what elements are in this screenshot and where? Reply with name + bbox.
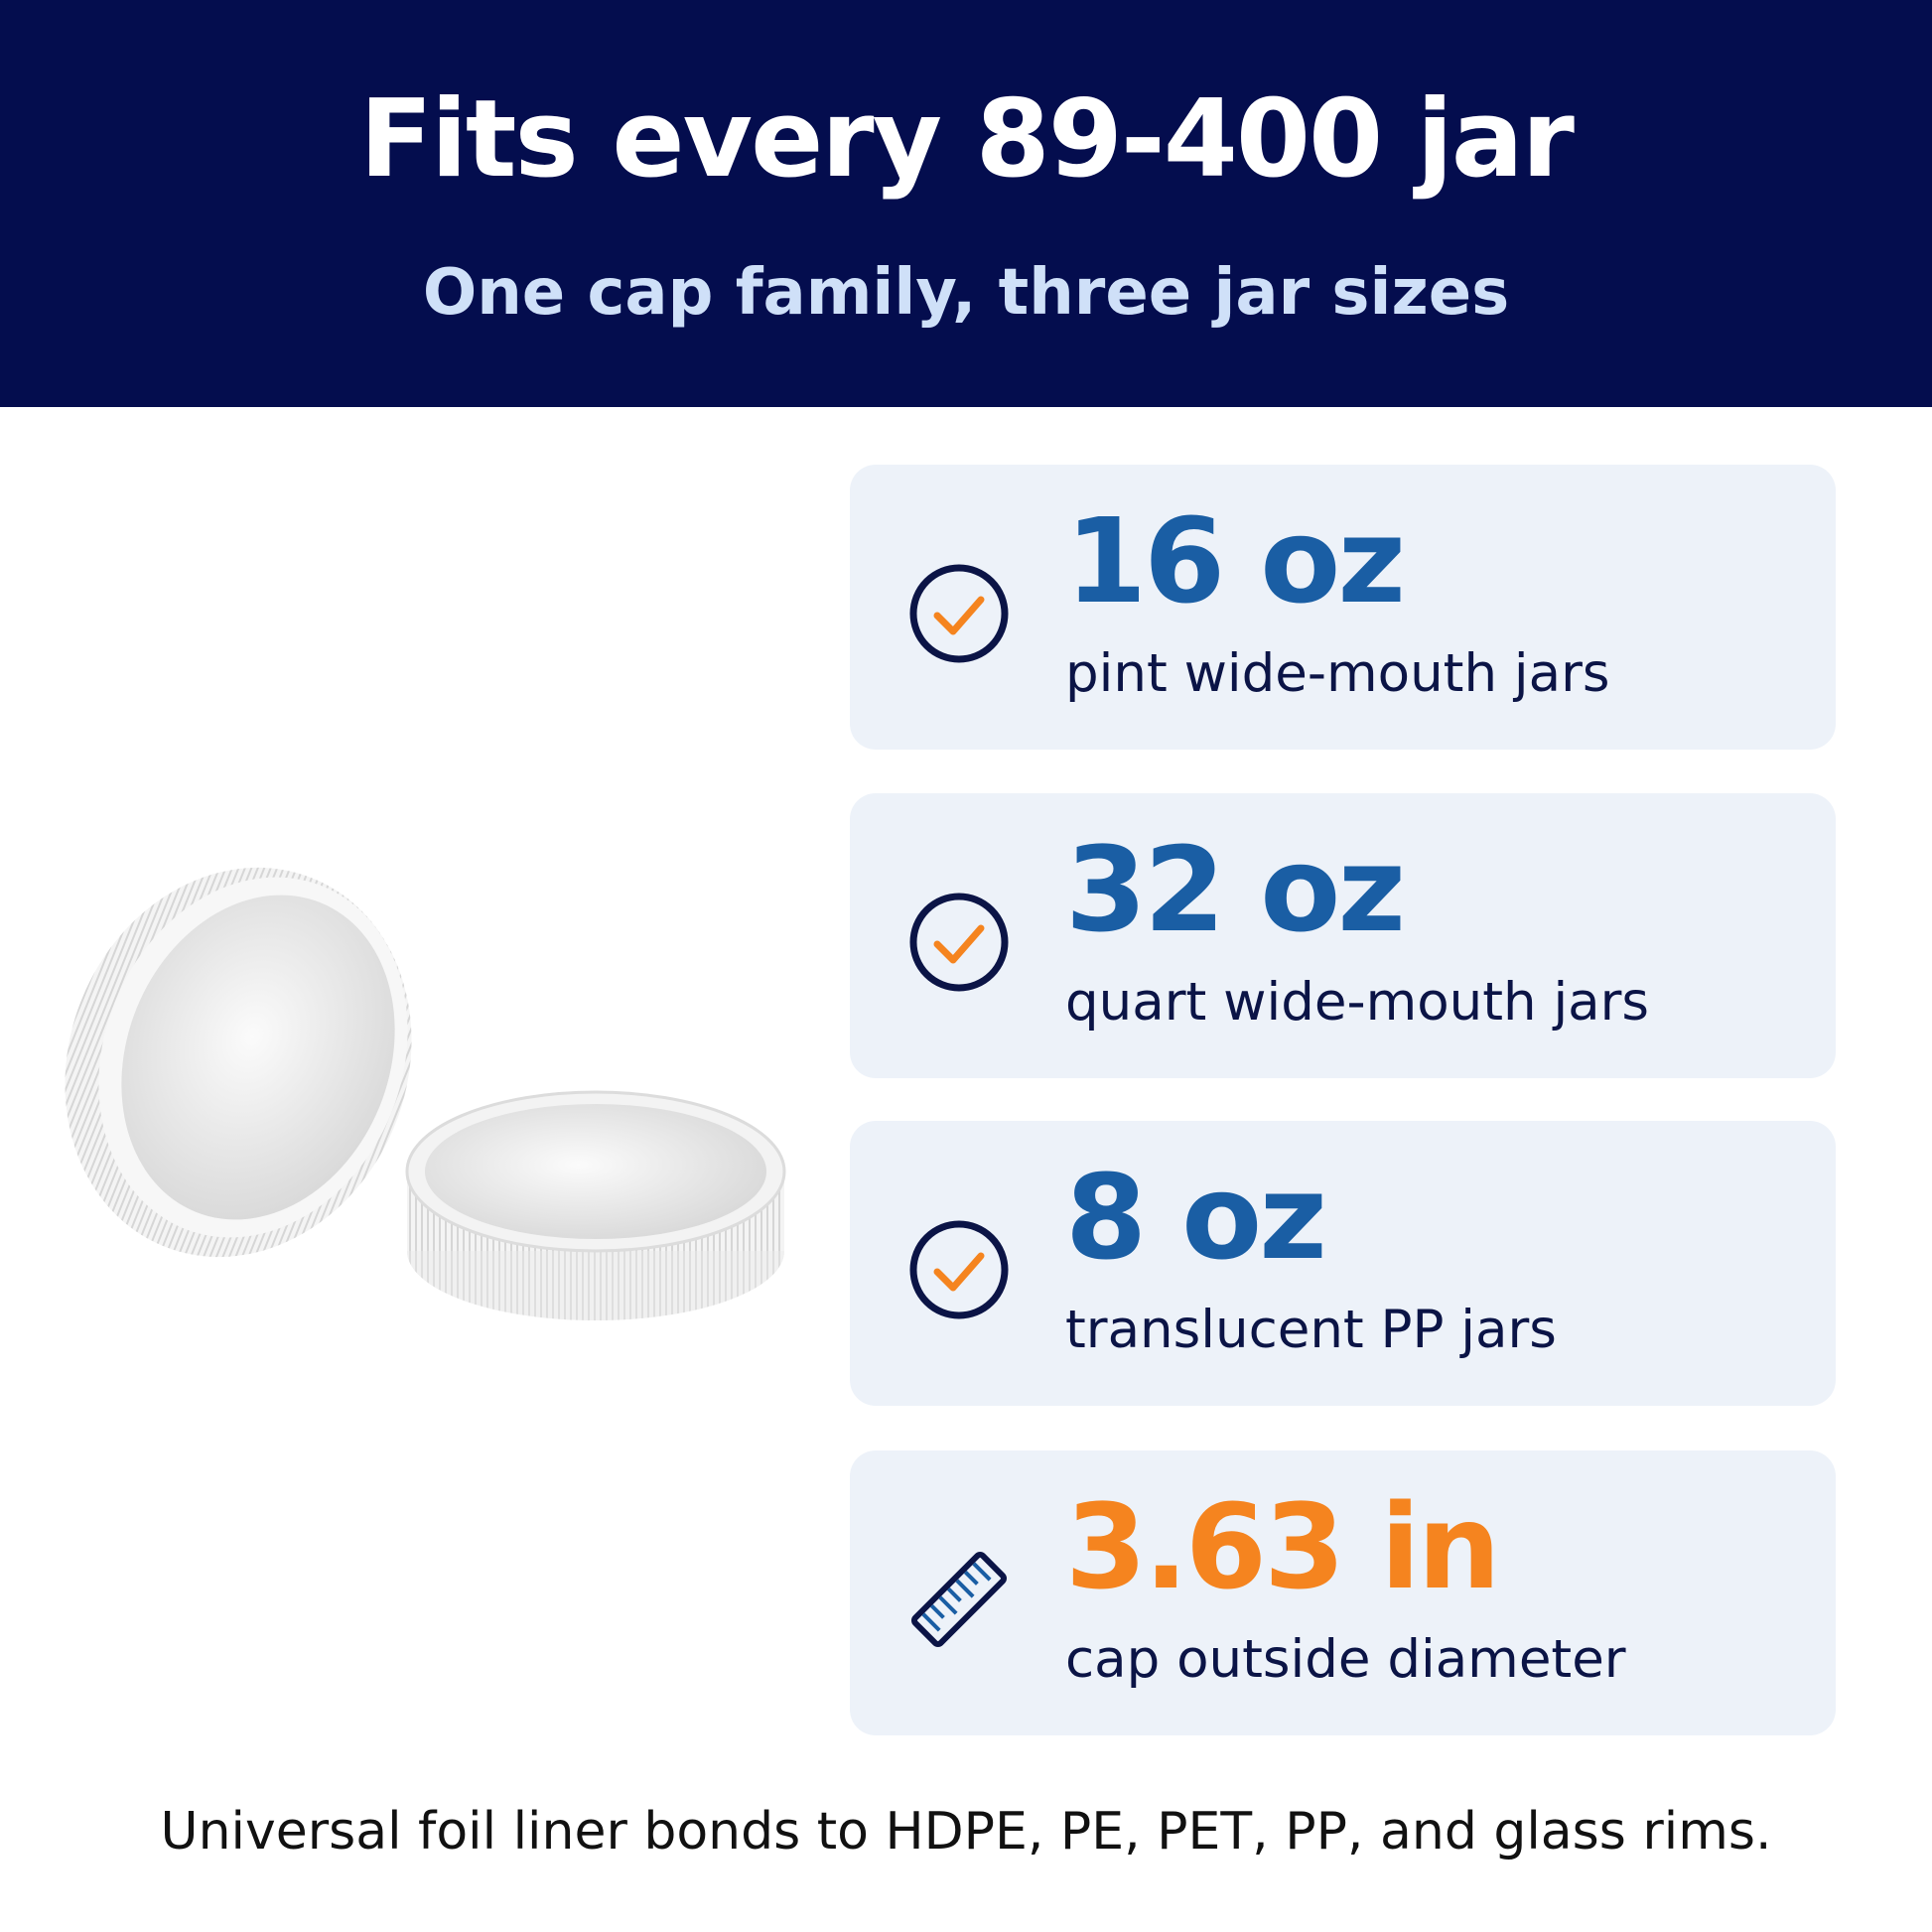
product-image <box>65 867 786 1320</box>
feature-card: 3.63 in cap outside diameter <box>850 1450 1836 1735</box>
feature-label: translucent PP jars <box>1065 1300 1557 1360</box>
feature-card: 32 oz quart wide-mouth jars <box>850 793 1836 1078</box>
check-icon <box>909 1220 1009 1319</box>
feature-value: 8 oz <box>1065 1149 1327 1286</box>
header: Fits every 89-400 jar One cap family, th… <box>0 0 1932 407</box>
footer-note: Universal foil liner bonds to HDPE, PE, … <box>160 1802 1772 1862</box>
check-icon <box>909 564 1009 663</box>
check-icon <box>909 893 1009 992</box>
subtitle: One cap family, three jar sizes <box>422 256 1510 330</box>
feature-card: 16 oz pint wide-mouth jars <box>850 465 1836 750</box>
feature-label: pint wide-mouth jars <box>1065 643 1610 704</box>
feature-value: 16 oz <box>1065 492 1406 629</box>
feature-label: cap outside diameter <box>1065 1629 1626 1690</box>
ruler-icon <box>910 1551 1008 1648</box>
feature-value: 32 oz <box>1065 821 1406 958</box>
feature-value: 3.63 in <box>1065 1478 1501 1615</box>
title: Fits every 89-400 jar <box>359 77 1575 202</box>
feature-label: quart wide-mouth jars <box>1065 972 1650 1033</box>
feature-card: 8 oz translucent PP jars <box>850 1121 1836 1406</box>
